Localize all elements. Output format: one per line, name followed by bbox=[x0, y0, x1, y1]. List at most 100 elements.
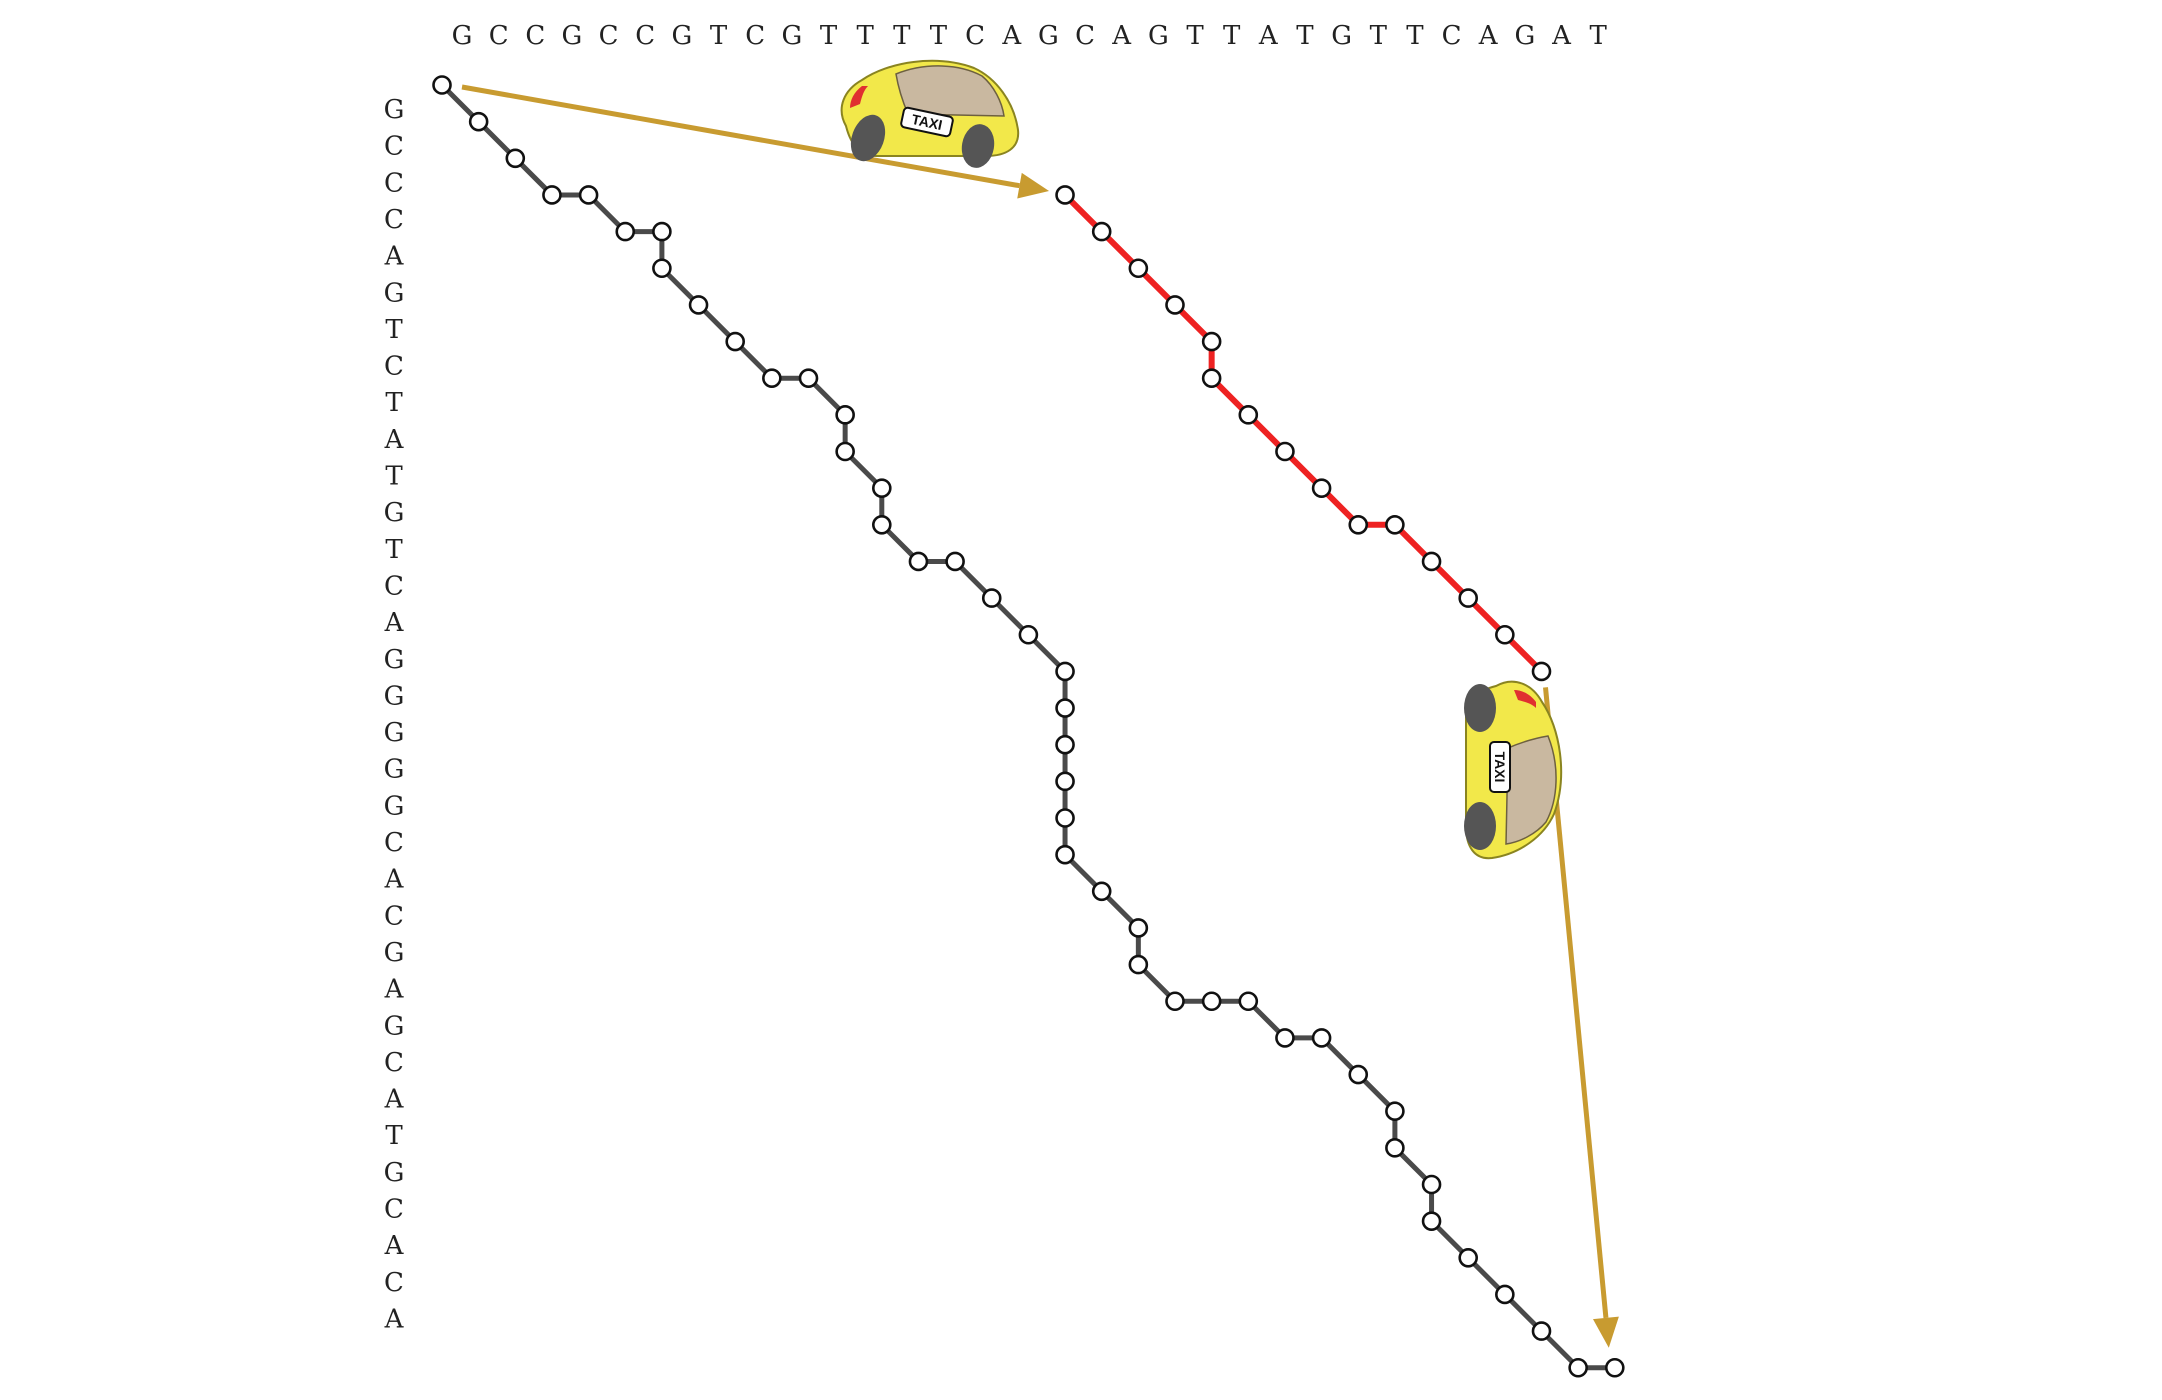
jump-path-node bbox=[1311, 478, 1332, 498]
left-sequence-letter: C bbox=[384, 1195, 404, 1225]
top-sequence-letter: G bbox=[1148, 21, 1169, 51]
jump-path-node bbox=[1055, 185, 1075, 205]
long-path-node bbox=[1385, 1101, 1405, 1121]
top-sequence-letter: G bbox=[1331, 21, 1352, 51]
long-path-node bbox=[1421, 1211, 1442, 1231]
long-path-node bbox=[1275, 1028, 1295, 1048]
top-sequence-letter: G bbox=[672, 21, 693, 51]
jump-path-node bbox=[1531, 661, 1552, 682]
jump-path-node bbox=[1385, 514, 1405, 535]
left-sequence-letter: A bbox=[384, 242, 405, 272]
left-sequence-letter: G bbox=[384, 718, 405, 748]
top-sequence-letter: C bbox=[1075, 21, 1095, 51]
top-sequence-letter: T bbox=[1406, 21, 1424, 51]
left-sequence-letter: T bbox=[385, 462, 403, 492]
top-sequence-letter: C bbox=[599, 21, 619, 51]
left-sequence-letter: G bbox=[384, 1011, 405, 1041]
long-path-node bbox=[1055, 808, 1075, 828]
long-path-node bbox=[1605, 1357, 1625, 1378]
jump-path-node bbox=[1238, 405, 1259, 425]
left-sequence-letter: C bbox=[384, 205, 404, 235]
taxi-label: TAXI bbox=[1492, 752, 1508, 783]
top-sequence-letter: T bbox=[1186, 21, 1204, 51]
top-sequence-letter: T bbox=[1223, 21, 1241, 51]
left-sequence-letter: G bbox=[384, 938, 405, 968]
left-sequence-letter: A bbox=[384, 1085, 405, 1115]
left-sequence-letter: C bbox=[384, 571, 404, 601]
top-sequence-letter: T bbox=[856, 21, 874, 51]
taxi-taillight bbox=[1514, 690, 1536, 708]
long-path-node bbox=[1348, 1064, 1369, 1085]
left-sequence-letter: G bbox=[384, 681, 405, 711]
long-path-node bbox=[1238, 991, 1259, 1012]
top-sequence-letter: A bbox=[1111, 21, 1132, 51]
top-sequence-letter: G bbox=[1514, 21, 1535, 51]
long-path-node bbox=[725, 331, 746, 352]
long-path-node bbox=[615, 221, 636, 242]
taxi-window bbox=[1505, 735, 1557, 845]
jump-path-node bbox=[1091, 221, 1112, 242]
top-sequence-letter: T bbox=[930, 21, 948, 51]
taxi-wheel-front bbox=[1464, 684, 1496, 732]
top-sequence-letter: A bbox=[1551, 21, 1572, 51]
long-path-node bbox=[871, 478, 892, 498]
entry-arrow-shaft bbox=[461, 84, 1020, 189]
long-path-node bbox=[1128, 954, 1149, 975]
left-sequence-letter: C bbox=[384, 1268, 404, 1298]
left-sequence-letter: G bbox=[384, 791, 405, 821]
taxi-wheel-front bbox=[850, 114, 886, 162]
long-path-node bbox=[1055, 661, 1075, 682]
top-sequence-letter: T bbox=[710, 21, 728, 51]
taxi-wheel-back bbox=[961, 124, 995, 168]
left-sequence-letter: C bbox=[384, 168, 404, 198]
long-path-node bbox=[1458, 1248, 1478, 1268]
path-nodes bbox=[432, 75, 1625, 1378]
left-sequence-letter: G bbox=[384, 1158, 405, 1188]
long-path-edges bbox=[439, 82, 1618, 1371]
long-path-node bbox=[981, 588, 1002, 608]
long-path-node bbox=[798, 368, 819, 389]
top-sequence-letter: C bbox=[1442, 21, 1462, 51]
shortcut-arrows bbox=[461, 84, 1619, 1348]
top-sequence-letter: A bbox=[1258, 21, 1279, 51]
top-sequence-letter: A bbox=[1478, 21, 1499, 51]
long-path-node bbox=[1311, 1028, 1332, 1048]
long-path-node bbox=[871, 514, 892, 535]
taxi-sign bbox=[900, 106, 954, 138]
long-path-node bbox=[1055, 844, 1075, 865]
jump-path-node bbox=[1495, 624, 1515, 645]
top-sequence-letter: A bbox=[1001, 21, 1022, 51]
top-sequence-letter: C bbox=[745, 21, 765, 51]
top-sequence-letter: C bbox=[635, 21, 655, 51]
long-path-node bbox=[1055, 771, 1075, 792]
top-sequence-letter: T bbox=[1370, 21, 1388, 51]
top-sequence-letter: G bbox=[1038, 21, 1059, 51]
top-sequence-letter: T bbox=[1296, 21, 1314, 51]
taxi-window bbox=[895, 65, 1005, 117]
left-sequence-letter: T bbox=[385, 535, 403, 565]
top-sequence-letter: T bbox=[820, 21, 838, 51]
long-path-node bbox=[1531, 1321, 1552, 1341]
left-sequence-letter: C bbox=[384, 132, 404, 162]
entry-arrow-head bbox=[1017, 172, 1050, 199]
left-sequence-letter: T bbox=[385, 1121, 403, 1151]
long-path-node bbox=[1128, 918, 1149, 938]
left-sequence-letter: C bbox=[384, 828, 404, 858]
taxi-car-icon: TAXI bbox=[840, 59, 1020, 168]
long-path-node bbox=[542, 185, 562, 205]
top-sequence-letter: T bbox=[893, 21, 911, 51]
long-path-node bbox=[688, 295, 709, 315]
long-path-node bbox=[468, 111, 489, 132]
taxi-taillight bbox=[850, 86, 868, 108]
left-sequence-letter: A bbox=[384, 975, 405, 1005]
left-sequence-letter: T bbox=[385, 388, 403, 418]
jump-path-node bbox=[1128, 258, 1149, 279]
top-sequence-letter: C bbox=[489, 21, 509, 51]
long-path-node bbox=[835, 441, 855, 462]
taxi-label: TAXI bbox=[910, 111, 944, 133]
top-sequence-letter: G bbox=[562, 21, 583, 51]
taxi-sign bbox=[1489, 741, 1511, 793]
left-sequence-letter: C bbox=[384, 901, 404, 931]
